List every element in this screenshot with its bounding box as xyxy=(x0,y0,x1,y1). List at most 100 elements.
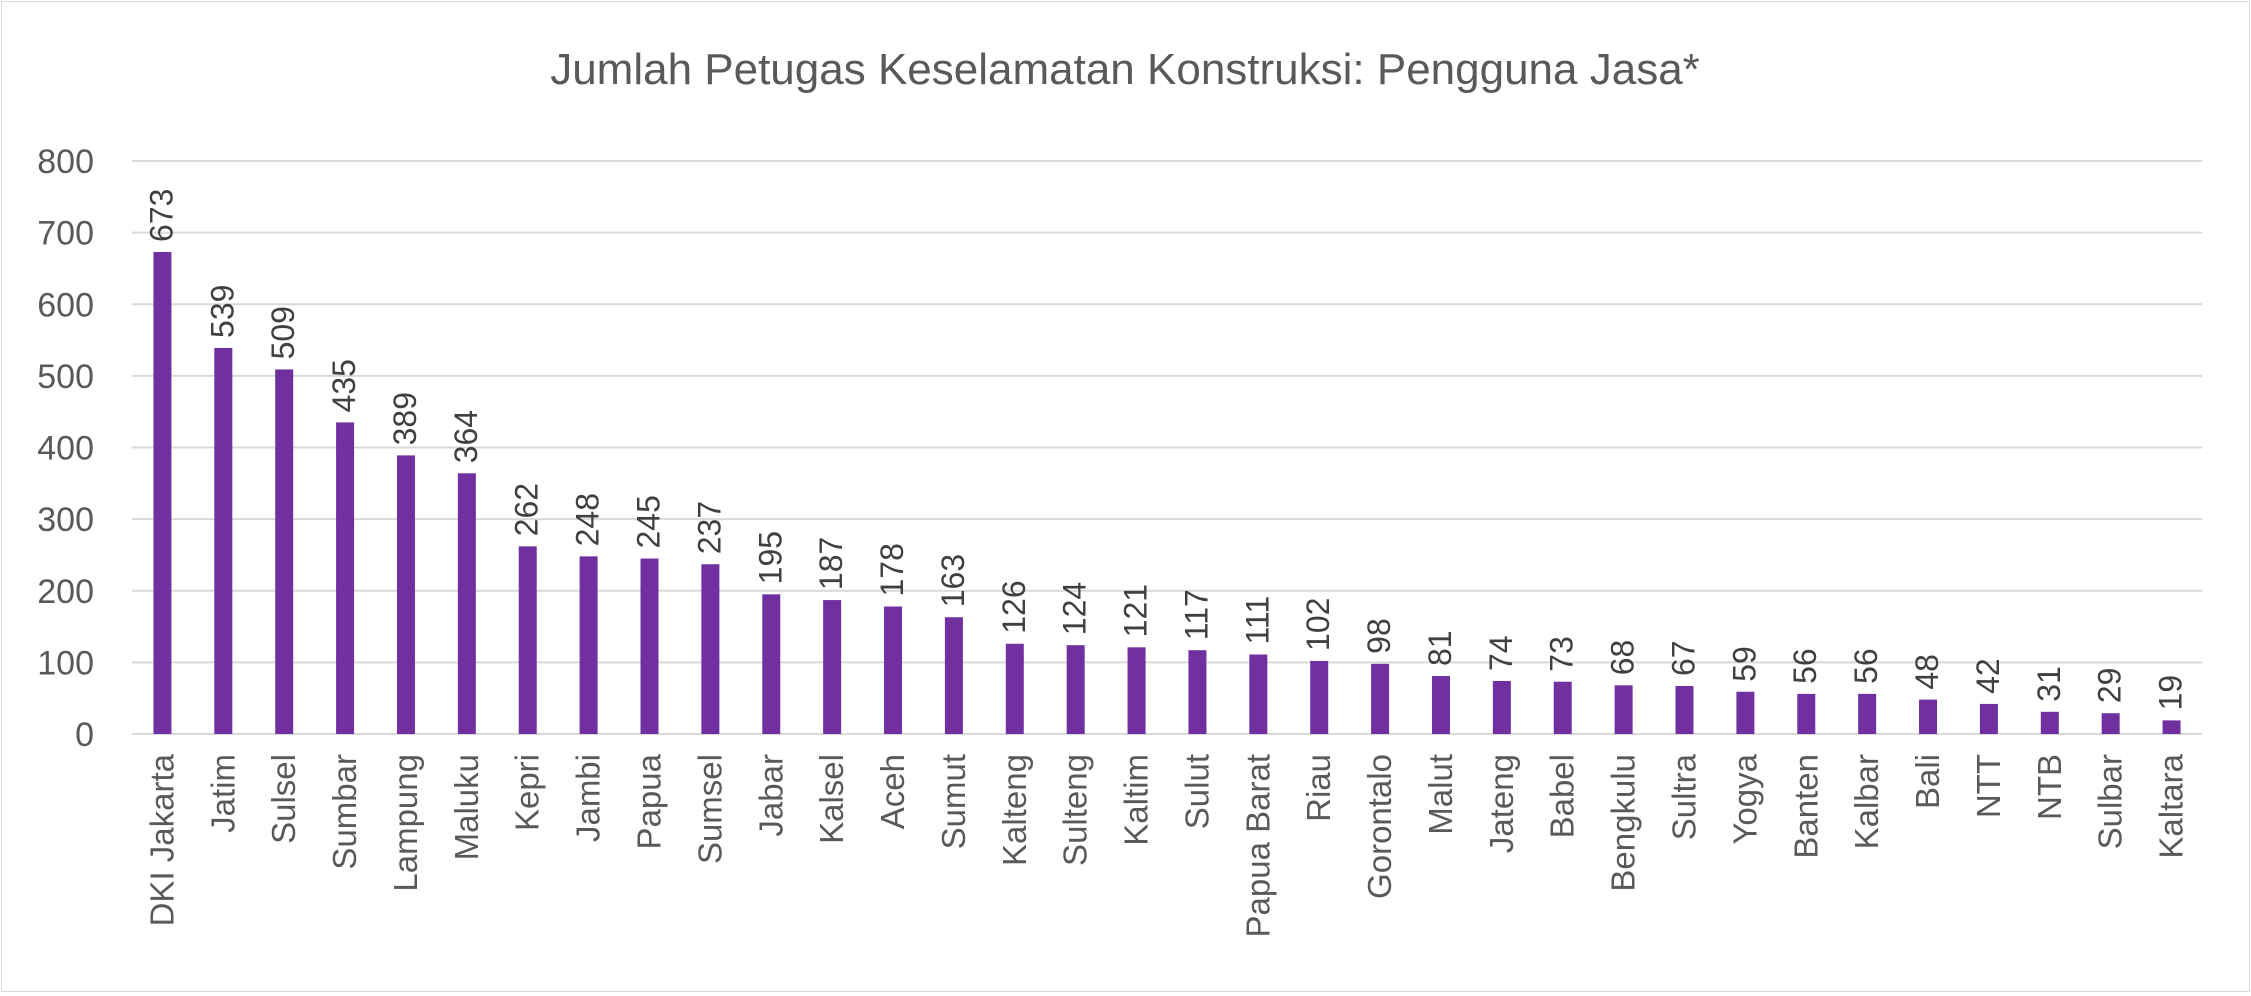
x-tick-label: Jateng xyxy=(1483,754,1520,853)
bar xyxy=(944,617,963,734)
y-tick-label: 100 xyxy=(37,644,94,682)
x-tick-label: Riau xyxy=(1300,754,1337,822)
data-label: 117 xyxy=(1178,589,1214,640)
x-tick-label: Sulsel xyxy=(265,754,302,844)
y-tick-label: 800 xyxy=(37,143,94,181)
bar xyxy=(1919,699,1938,734)
x-tick-label: Sulut xyxy=(1178,754,1215,829)
x-tick-label: Maluku xyxy=(448,754,485,860)
data-label: 178 xyxy=(874,543,910,596)
x-tick-label: Banten xyxy=(1787,754,1824,859)
data-label: 195 xyxy=(752,531,788,584)
data-label: 48 xyxy=(1909,654,1945,690)
x-tick-label: Jabar xyxy=(752,754,789,837)
bar xyxy=(1797,693,1816,734)
gridlines xyxy=(132,160,2202,735)
bar xyxy=(579,556,598,734)
chart-title: Jumlah Petugas Keselamatan Konstruksi: P… xyxy=(550,45,1700,94)
data-labels: 673 539 509 435 389 364 262 248 245 237 195 187 178 1… xyxy=(143,189,2188,711)
data-label: 245 xyxy=(631,495,667,548)
bar xyxy=(214,347,233,734)
y-tick-label: 700 xyxy=(37,215,94,253)
bar xyxy=(396,455,415,734)
bar xyxy=(640,558,659,734)
data-label: 59 xyxy=(1726,646,1762,682)
x-tick-label: Malut xyxy=(1422,754,1459,835)
data-label: 98 xyxy=(1361,618,1397,654)
y-tick-label: 500 xyxy=(37,358,94,396)
y-tick-label: 200 xyxy=(37,573,94,611)
bar xyxy=(762,594,781,734)
bars xyxy=(153,251,2181,734)
data-label: 163 xyxy=(935,554,971,607)
bar xyxy=(457,473,476,734)
data-label: 237 xyxy=(691,501,727,554)
x-tick-label: Sumbar xyxy=(326,754,363,870)
y-tick-label: 300 xyxy=(37,501,94,539)
bar xyxy=(1066,645,1085,734)
y-tick-label: 400 xyxy=(37,430,94,468)
data-label: 248 xyxy=(570,493,606,546)
x-tick-label: Kaltim xyxy=(1118,754,1155,846)
x-tick-label: Babel xyxy=(1544,754,1581,838)
x-tick-label: Sulteng xyxy=(1057,754,1094,866)
bar xyxy=(1249,654,1268,734)
x-tick-label: NTB xyxy=(2031,754,2068,820)
x-tick-label: Kalteng xyxy=(996,754,1033,866)
data-label: 673 xyxy=(143,189,179,242)
bar xyxy=(1431,675,1450,734)
x-tick-label: Sultra xyxy=(1666,753,1703,840)
x-tick-label: Sumut xyxy=(935,754,972,849)
data-label: 19 xyxy=(2153,675,2189,711)
data-label: 435 xyxy=(326,359,362,412)
x-tick-label: DKI Jakarta xyxy=(143,753,180,926)
y-tick-label: 0 xyxy=(75,716,94,754)
bar xyxy=(1005,643,1024,734)
x-tick-label: Kalsel xyxy=(813,754,850,844)
x-tick-label: Lampung xyxy=(387,754,424,892)
bar xyxy=(1858,693,1877,734)
data-label: 73 xyxy=(1544,636,1580,672)
data-label: 56 xyxy=(1787,648,1823,684)
bar xyxy=(1310,660,1329,734)
bar xyxy=(1371,663,1390,734)
x-tick-label: Bali xyxy=(1909,754,1946,809)
bar xyxy=(701,564,720,734)
x-tick-label: Jambi xyxy=(570,754,607,842)
data-label: 102 xyxy=(1300,598,1336,651)
bar xyxy=(2040,711,2059,734)
bar xyxy=(1614,685,1633,734)
x-tick-label: Jatim xyxy=(204,754,241,833)
data-label: 121 xyxy=(1118,584,1154,637)
x-tick-label: Sumsel xyxy=(691,754,728,864)
data-label: 124 xyxy=(1057,582,1093,635)
x-tick-label: Kalbar xyxy=(1848,754,1885,849)
data-label: 81 xyxy=(1422,630,1458,666)
bar xyxy=(1492,680,1511,734)
x-axis-ticks: DKI Jakarta Jatim Sulsel Sumbar Lampung Maluk… xyxy=(143,753,2189,937)
x-tick-label: Bengkulu xyxy=(1605,754,1642,892)
bar xyxy=(518,546,537,734)
x-tick-label: Kepri xyxy=(509,754,546,831)
data-label: 42 xyxy=(1970,658,2006,694)
data-label: 187 xyxy=(813,537,849,590)
x-tick-label: Yogya xyxy=(1726,753,1763,844)
data-label: 389 xyxy=(387,392,423,445)
y-tick-label: 600 xyxy=(37,286,94,324)
bar xyxy=(1979,703,1998,734)
bar xyxy=(884,606,903,734)
x-tick-label: Aceh xyxy=(874,754,911,829)
y-axis-ticks: 0 100 200 300 400 500 600 700 800 xyxy=(37,143,94,754)
bar xyxy=(1188,650,1207,734)
x-tick-label: Papua Barat xyxy=(1239,754,1276,937)
data-label: 67 xyxy=(1666,640,1702,676)
data-label: 31 xyxy=(2031,666,2067,702)
data-label: 509 xyxy=(265,306,301,359)
x-tick-label: Kaltara xyxy=(2153,753,2190,858)
bar xyxy=(1736,691,1755,734)
data-label: 539 xyxy=(204,285,240,338)
data-label: 56 xyxy=(1848,648,1884,684)
data-label: 262 xyxy=(509,483,545,536)
bar xyxy=(823,600,842,734)
bar xyxy=(153,251,172,734)
